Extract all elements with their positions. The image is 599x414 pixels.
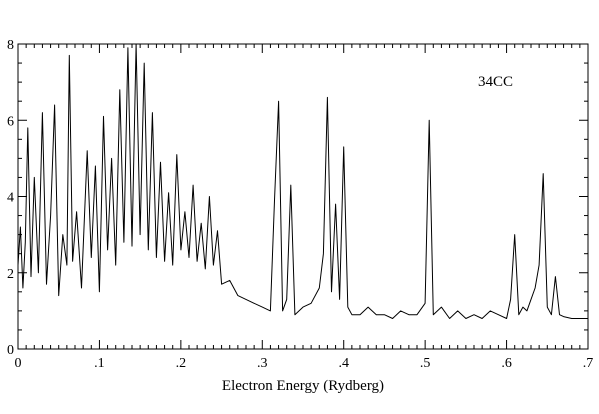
x-tick-label: .5 xyxy=(420,356,431,371)
x-axis-label: Electron Energy (Rydberg) xyxy=(222,378,384,394)
x-tick-label: .4 xyxy=(338,356,349,371)
y-tick-label: 8 xyxy=(7,38,14,53)
chart-annotation: 34CC xyxy=(478,74,513,90)
x-tick-label: .3 xyxy=(257,356,268,371)
series-line-0 xyxy=(17,43,588,319)
x-tick-label: .2 xyxy=(176,356,187,371)
y-tick-label: 2 xyxy=(7,267,14,282)
y-tick-label: 6 xyxy=(7,114,14,129)
y-tick-label: 0 xyxy=(7,343,14,358)
x-tick-label: .7 xyxy=(583,356,594,371)
x-tick-label: 0 xyxy=(15,356,22,371)
x-tick-label: .1 xyxy=(94,356,105,371)
y-tick-label: 4 xyxy=(7,191,14,206)
x-tick-label: .6 xyxy=(501,356,512,371)
